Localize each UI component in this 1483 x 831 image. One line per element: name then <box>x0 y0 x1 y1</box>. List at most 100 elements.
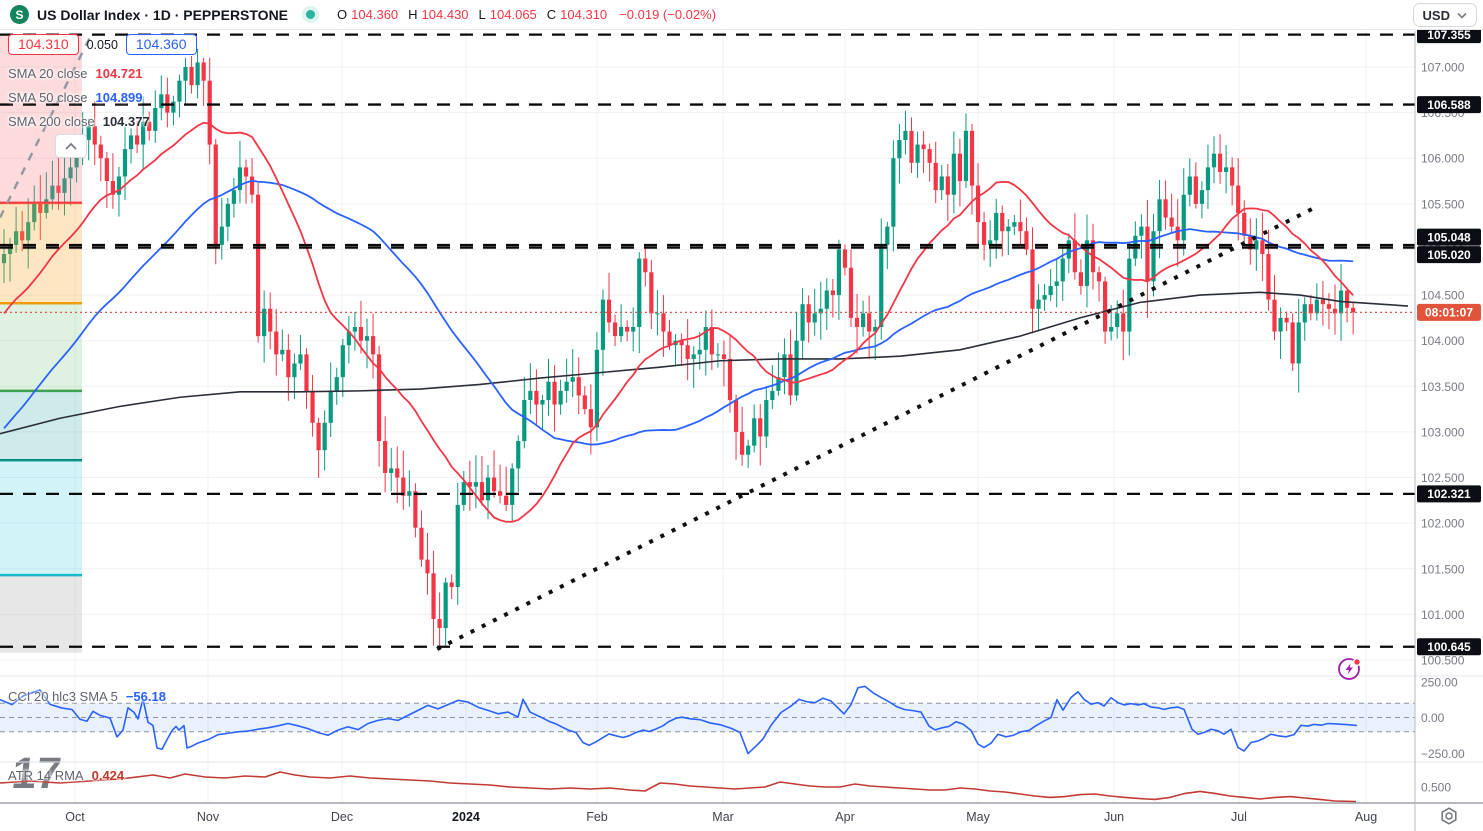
candle <box>316 422 321 451</box>
candle <box>377 354 382 442</box>
svg-text:0.500: 0.500 <box>1421 781 1451 795</box>
candle <box>1169 217 1174 227</box>
candle <box>1145 226 1150 282</box>
candle <box>1121 313 1126 332</box>
candle <box>1139 226 1144 236</box>
legend-sma50[interactable]: SMA 50 close 104.899 <box>8 90 143 105</box>
candle <box>38 203 43 213</box>
candle <box>195 62 200 86</box>
candle <box>721 354 727 359</box>
svg-text:105.020: 105.020 <box>1427 248 1471 262</box>
chevron-up-icon <box>65 142 77 150</box>
candle <box>800 304 805 341</box>
candle <box>1236 185 1241 213</box>
candle <box>727 358 733 400</box>
countdown-badge <box>1417 303 1481 321</box>
candle <box>473 482 478 487</box>
candle <box>655 313 660 315</box>
candle <box>455 504 460 588</box>
candle <box>1 254 7 264</box>
bid-button[interactable]: 104.310 <box>8 34 79 55</box>
svg-text:107.355: 107.355 <box>1427 28 1471 42</box>
candle <box>425 559 430 574</box>
legend-atr[interactable]: ATR 14 RMA 0.424 <box>8 768 124 783</box>
svg-text:−250.00: −250.00 <box>1421 747 1465 761</box>
candle <box>74 153 79 168</box>
candle <box>189 67 194 86</box>
atr-label: ATR 14 RMA <box>8 768 84 783</box>
ask-button[interactable]: 104.360 <box>125 34 197 55</box>
sma50-label: SMA 50 close <box>8 90 88 105</box>
candle <box>479 482 485 501</box>
change-value: −0.019 (−0.02%) <box>619 7 717 22</box>
time-axis[interactable]: Oct Nov Dec 2024 Feb Mar Apr May Jun Jul Aug <box>65 810 1377 824</box>
symbol-logo-icon: S <box>10 5 29 24</box>
time-axis-label: Nov <box>197 810 220 824</box>
support-resistance-levels[interactable] <box>0 33 1415 648</box>
dotted-trendline[interactable] <box>436 204 1318 651</box>
candle <box>528 390 533 400</box>
candle <box>1302 304 1307 323</box>
svg-text:102.321: 102.321 <box>1427 487 1471 501</box>
candle <box>243 167 249 177</box>
candle <box>135 135 140 145</box>
symbol-title[interactable]: US Dollar Index · 1D · PEPPERSTONE <box>37 6 289 23</box>
candle <box>201 62 206 81</box>
cci-label: CCI 20 hlc3 SMA 5 <box>8 689 118 704</box>
candle <box>994 212 999 241</box>
candle <box>401 477 406 496</box>
high-label: H <box>408 7 418 22</box>
candle <box>1248 235 1253 250</box>
candle <box>631 327 636 332</box>
candle <box>413 491 418 528</box>
candle <box>733 399 739 432</box>
close-label: C <box>546 7 557 22</box>
candle <box>1024 231 1029 250</box>
candle <box>643 258 648 273</box>
candle <box>1332 308 1338 314</box>
axis-settings-button[interactable] <box>1438 805 1460 827</box>
candle <box>1199 190 1204 204</box>
candle <box>1351 307 1356 313</box>
gear-icon <box>1441 807 1457 825</box>
candle <box>758 418 763 437</box>
sma20-value: 104.721 <box>95 66 143 81</box>
candle <box>32 203 37 223</box>
collapse-legend-button[interactable] <box>55 134 87 158</box>
candle <box>364 336 370 341</box>
candle <box>383 441 388 473</box>
legend-cci[interactable]: CCI 20 hlc3 SMA 5 −56.18 <box>8 689 166 704</box>
sma20-label: SMA 20 close <box>8 66 88 81</box>
time-axis-label: Mar <box>712 810 734 824</box>
candle <box>824 290 829 309</box>
svg-text:0.00: 0.00 <box>1421 711 1445 725</box>
candle <box>1242 212 1247 236</box>
candle <box>1284 317 1289 323</box>
candle <box>1157 199 1162 232</box>
currency-dropdown[interactable]: USD <box>1412 3 1477 27</box>
candle <box>770 390 775 400</box>
candle <box>249 176 255 195</box>
candle <box>1230 167 1235 186</box>
price-level-badge <box>1417 246 1481 264</box>
candle <box>564 381 569 391</box>
market-status-icon <box>306 10 316 19</box>
svg-text:105.500: 105.500 <box>1421 197 1465 211</box>
price-level-badge <box>1417 485 1481 503</box>
candle <box>68 167 73 179</box>
candle <box>885 226 890 245</box>
candle <box>667 331 672 346</box>
candle <box>1175 226 1180 241</box>
boost-button[interactable] <box>1335 654 1365 684</box>
legend-sma200[interactable]: SMA 200 close 104.377 <box>8 114 150 129</box>
candle <box>213 144 218 245</box>
price-axis[interactable]: 100.500 101.000 101.500 102.000 102.500 103.0… <box>1417 26 1481 795</box>
candle <box>546 381 551 400</box>
currency-label: USD <box>1422 7 1450 23</box>
candle <box>661 313 666 332</box>
legend-sma20[interactable]: SMA 20 close 104.721 <box>8 66 143 81</box>
candle <box>159 94 164 109</box>
price-bands-overlay <box>0 34 82 653</box>
